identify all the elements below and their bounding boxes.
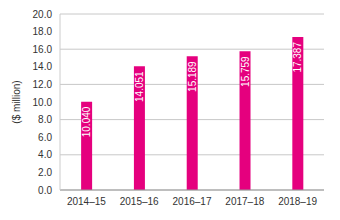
svg-text:14.051: 14.051 xyxy=(134,71,145,102)
svg-text:($ million): ($ million) xyxy=(11,80,22,123)
svg-text:2.0: 2.0 xyxy=(38,167,52,178)
svg-text:20.0: 20.0 xyxy=(33,9,53,20)
svg-text:17.387: 17.387 xyxy=(292,42,303,73)
svg-text:0.0: 0.0 xyxy=(38,185,52,196)
svg-text:2016–17: 2016–17 xyxy=(173,196,212,207)
svg-text:2017–18: 2017–18 xyxy=(225,196,264,207)
svg-text:2018–19: 2018–19 xyxy=(278,196,317,207)
svg-text:15.759: 15.759 xyxy=(240,56,251,87)
svg-text:6.0: 6.0 xyxy=(38,132,52,143)
svg-text:15.189: 15.189 xyxy=(187,61,198,92)
svg-text:8.0: 8.0 xyxy=(38,114,52,125)
svg-text:4.0: 4.0 xyxy=(38,149,52,160)
svg-text:10.0: 10.0 xyxy=(33,97,53,108)
svg-text:10.040: 10.040 xyxy=(81,106,92,137)
svg-text:2015–16: 2015–16 xyxy=(120,196,159,207)
svg-text:16.0: 16.0 xyxy=(33,44,53,55)
svg-text:12.0: 12.0 xyxy=(33,79,53,90)
svg-text:18.0: 18.0 xyxy=(33,26,53,37)
svg-text:2014–15: 2014–15 xyxy=(67,196,106,207)
svg-text:14.0: 14.0 xyxy=(33,61,53,72)
